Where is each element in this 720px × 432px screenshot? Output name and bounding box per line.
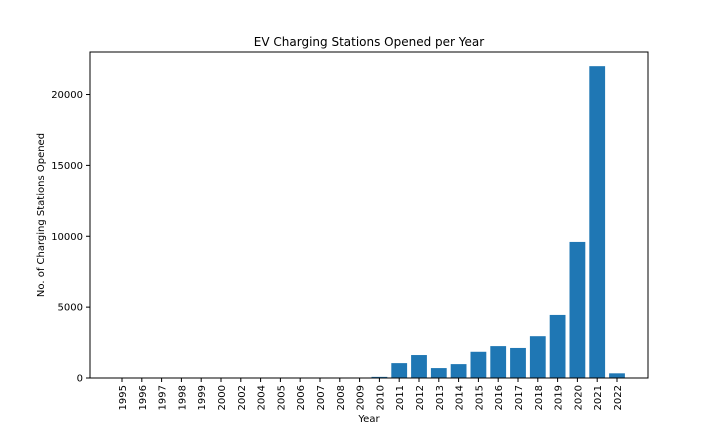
bar-2014	[450, 364, 467, 378]
bars-group	[114, 66, 625, 379]
bar-2017	[510, 347, 526, 378]
bar-2012	[411, 355, 427, 378]
y-tick-label-0: 0	[77, 374, 83, 385]
bar-2011	[391, 363, 408, 378]
x-tick-label-2020: 2020	[573, 385, 584, 410]
x-tick-label-1995: 1995	[118, 385, 129, 410]
x-tick-label-2008: 2008	[336, 385, 347, 410]
x-tick-label-2011: 2011	[395, 385, 406, 410]
x-tick-label-2021: 2021	[593, 385, 604, 410]
x-tick-label-2017: 2017	[514, 385, 525, 410]
x-tick-label-1996: 1996	[138, 385, 149, 410]
x-tick-label-2004: 2004	[257, 385, 268, 410]
x-tick-label-2009: 2009	[356, 385, 367, 410]
bar-2010	[371, 376, 388, 378]
x-tick-label-1998: 1998	[177, 385, 188, 410]
bar-2020	[569, 241, 586, 378]
x-axis-label: Year	[357, 414, 380, 425]
x-tick-label-2002: 2002	[237, 385, 248, 410]
y-axis-label: No. of Charging Stations Opened	[36, 133, 47, 297]
y-tick-label-15000: 15000	[51, 161, 83, 172]
x-tick-label-2005: 2005	[276, 385, 287, 410]
x-tick-label-2014: 2014	[455, 385, 466, 410]
y-tick-label-5000: 5000	[58, 303, 83, 314]
x-tick-label-2010: 2010	[375, 385, 386, 410]
bar-2015	[470, 351, 487, 378]
bar-2018	[529, 336, 546, 378]
bar-2021	[589, 66, 606, 379]
x-tick-label-1997: 1997	[158, 385, 169, 410]
plot-frame	[89, 51, 649, 379]
x-axis: 1995 1996 1997 1998 1999 2000 2002 2004 2005 2006…	[118, 378, 624, 410]
chart-title: EV Charging Stations Opened per Year	[254, 35, 484, 49]
x-tick-label-2007: 2007	[316, 385, 327, 410]
x-tick-label-2012: 2012	[415, 385, 426, 410]
x-tick-label-2022: 2022	[613, 385, 624, 410]
bar-2013	[430, 368, 447, 378]
x-tick-label-2019: 2019	[554, 385, 565, 410]
y-axis: 0 5000 10000 15000 20000	[51, 90, 90, 385]
x-tick-label-2015: 2015	[474, 385, 485, 410]
bar-2019	[549, 314, 566, 378]
x-tick-label-2018: 2018	[534, 385, 545, 410]
x-tick-label-1999: 1999	[197, 385, 208, 410]
x-tick-label-2000: 2000	[217, 385, 228, 410]
y-tick-label-10000: 10000	[51, 232, 83, 243]
x-tick-label-2016: 2016	[494, 385, 505, 410]
x-tick-label-2006: 2006	[296, 385, 307, 410]
bar-2016	[490, 346, 507, 378]
bar-2022	[609, 373, 625, 378]
x-tick-label-2013: 2013	[435, 385, 446, 410]
y-tick-label-20000: 20000	[51, 90, 83, 101]
